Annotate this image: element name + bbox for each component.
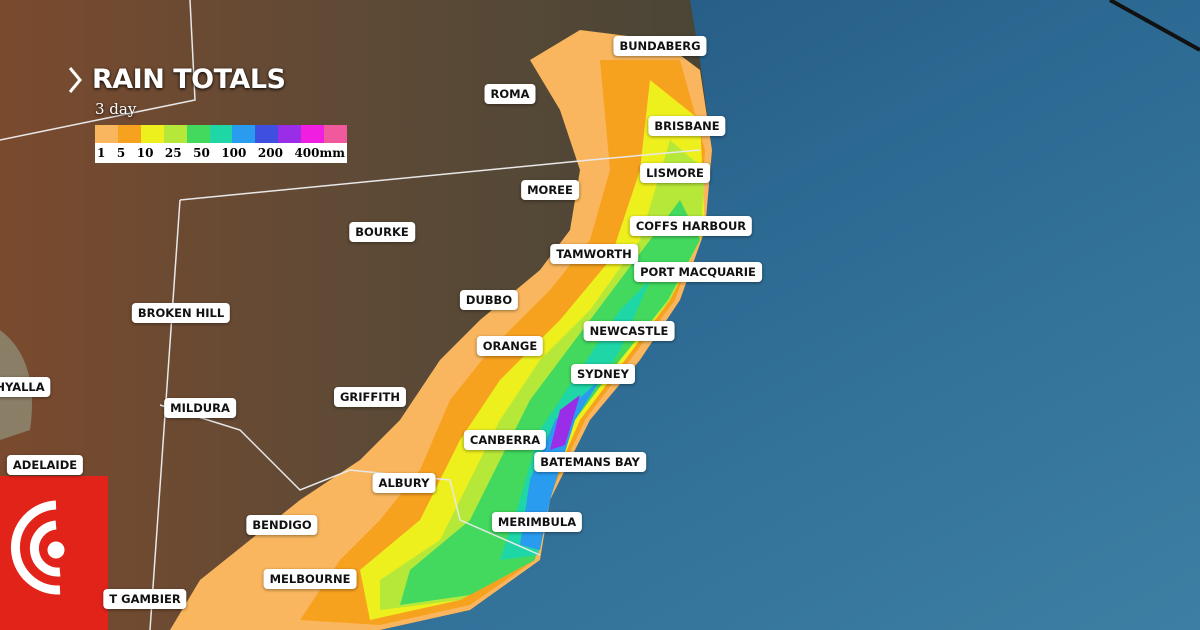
- legend-swatch: [278, 125, 302, 143]
- rain-band: [550, 395, 580, 450]
- place-label: NEWCASTLE: [583, 321, 675, 341]
- legend-label: 100: [221, 146, 247, 160]
- legend-swatch: [301, 125, 325, 143]
- title: RAIN TOTALS: [92, 64, 286, 95]
- legend-swatch: [186, 125, 210, 143]
- legend-swatch: [117, 125, 141, 143]
- rain-band: [400, 200, 700, 605]
- place-label: TAMWORTH: [550, 244, 638, 264]
- title-mark: [68, 67, 82, 93]
- legend-swatch: [209, 125, 233, 143]
- legend-label: 1: [97, 146, 106, 160]
- place-label: BUNDABERG: [613, 36, 707, 56]
- legend-scale: [95, 125, 347, 143]
- place-label: BROKEN HILL: [131, 303, 231, 323]
- place-label: HYALLA: [0, 377, 51, 397]
- logo-mark: [10, 500, 65, 595]
- place-label: BRISBANE: [648, 116, 726, 136]
- place-label: T GAMBIER: [103, 589, 187, 609]
- place-label: PORT MACQUARIE: [634, 262, 762, 282]
- place-label: GRIFFITH: [333, 387, 407, 407]
- place-label: MILDURA: [164, 398, 236, 418]
- place-label: MERIMBULA: [491, 512, 583, 532]
- legend-label: 10: [136, 146, 154, 160]
- legend-label: 25: [164, 146, 182, 160]
- border: [0, 0, 701, 630]
- place-label: LISMORE: [640, 163, 710, 183]
- place-label: BENDIGO: [246, 515, 318, 535]
- place-label: ROMA: [484, 84, 536, 104]
- rain-band: [380, 140, 705, 610]
- legend-label: 200: [257, 146, 283, 160]
- place-label: BOURKE: [349, 222, 415, 242]
- place-label: ORANGE: [476, 336, 544, 356]
- cloud-streak: [1109, 0, 1200, 52]
- legend-label: 50: [193, 146, 210, 160]
- legend-swatch: [140, 125, 164, 143]
- place-label: MELBOURNE: [263, 569, 357, 589]
- legend: 1 5 10 25 50 100 200 400mm: [95, 125, 347, 163]
- legend-label: 5: [116, 146, 126, 160]
- place-label: COFFS HARBOUR: [629, 216, 753, 236]
- place-label: ALBURY: [372, 473, 436, 493]
- legend-swatch: [324, 125, 347, 143]
- legend-label: 400mm: [294, 146, 345, 160]
- subtitle: 3 day: [95, 100, 137, 118]
- legend-swatch: [232, 125, 256, 143]
- place-label: ADELAIDE: [6, 455, 84, 475]
- legend-labels: 1 5 10 25 50 100 200 400mm: [95, 143, 347, 163]
- place-label: BATEMANS BAY: [534, 452, 646, 472]
- place-label: CANBERRA: [463, 430, 547, 450]
- place-label: MOREE: [521, 180, 579, 200]
- legend-swatch: [255, 125, 279, 143]
- legend-swatch: [95, 125, 118, 143]
- place-label: SYDNEY: [571, 364, 635, 384]
- legend-swatch: [163, 125, 187, 143]
- place-label: DUBBO: [459, 290, 519, 310]
